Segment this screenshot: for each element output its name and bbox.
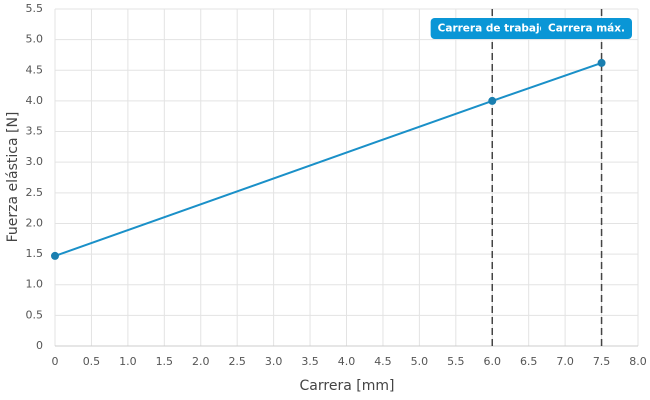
point xyxy=(51,251,59,260)
x-axis-title: Carrera [mm] xyxy=(300,378,395,394)
annotation: Carrera máx. xyxy=(541,18,632,39)
x-tick-label: 4.0 xyxy=(338,355,356,368)
y-tick-label: 0 xyxy=(36,339,43,352)
y-tick-label: 2.0 xyxy=(26,216,44,229)
x-tick-label: 7.5 xyxy=(593,355,611,368)
y-tick-label: 5.0 xyxy=(26,33,44,46)
y-tick-label: 5.5 xyxy=(26,2,44,15)
x-tick-label: 1.5 xyxy=(156,355,174,368)
annotation-box xyxy=(541,18,632,39)
y-axis-title: Fuerza elástica [N] xyxy=(5,112,21,243)
y-tick-label: 0.5 xyxy=(26,308,44,321)
point xyxy=(597,58,606,67)
x-tick-label: 1.0 xyxy=(119,355,137,368)
x-tick-label: 5.0 xyxy=(411,355,429,368)
y-tick-label: 2.5 xyxy=(26,186,44,199)
annotation-label: Carrera máx. xyxy=(548,23,625,35)
x-tick-label: 0.5 xyxy=(83,355,101,368)
x-tick-label: 6.0 xyxy=(484,355,502,368)
x-tick-label: 2.5 xyxy=(228,355,246,368)
x-tick-label: 4.5 xyxy=(374,355,392,368)
x-tick-label: 6.5 xyxy=(520,355,538,368)
x-tick-label: 8.0 xyxy=(629,355,647,368)
x-tick-label: 5.5 xyxy=(447,355,465,368)
line xyxy=(54,61,602,257)
annotation: Carrera de trabajo xyxy=(430,18,554,39)
x-tick-label: 0 xyxy=(52,355,59,368)
x-tick-label: 2.0 xyxy=(192,355,210,368)
annotation-label: Carrera de trabajo xyxy=(438,23,547,35)
x-tick-label: 3.0 xyxy=(265,355,283,368)
y-tick-label: 1.5 xyxy=(26,247,44,260)
x-tick-label: 7.0 xyxy=(556,355,574,368)
y-tick-label: 4.5 xyxy=(26,63,44,76)
y-tick-label: 3.0 xyxy=(26,155,44,168)
y-tick-label: 3.5 xyxy=(26,125,44,138)
grid xyxy=(54,8,639,347)
x-tick-label: 3.5 xyxy=(301,355,319,368)
y-tick-label: 1.0 xyxy=(26,278,44,291)
annotation-box xyxy=(430,18,554,39)
point xyxy=(488,96,497,105)
y-tick-label: 4.0 xyxy=(26,94,44,107)
